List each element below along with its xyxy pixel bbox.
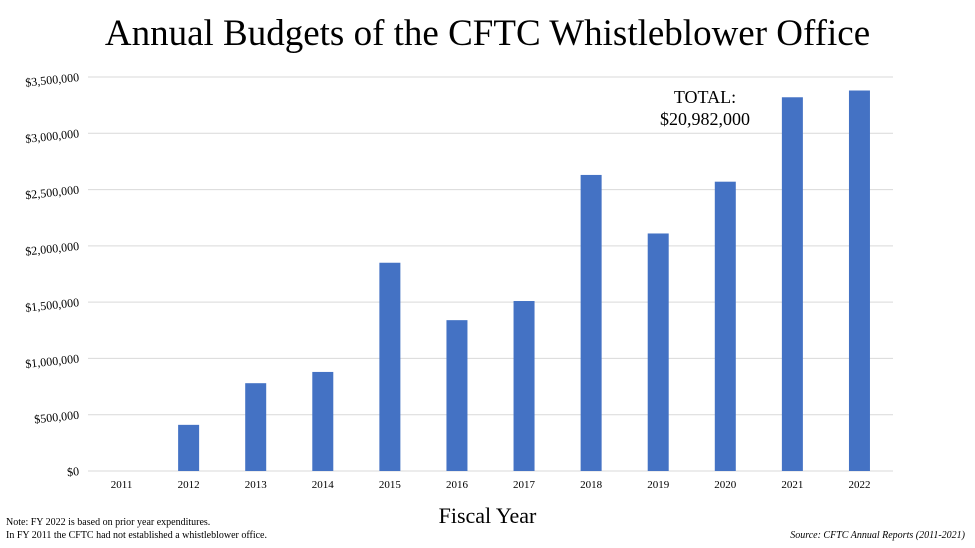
y-tick-label: $3,000,000 xyxy=(25,126,80,146)
y-tick-label: $1,500,000 xyxy=(25,295,80,315)
x-tick-label-2020: 2020 xyxy=(714,479,737,491)
chart-title: Annual Budgets of the CFTC Whistleblower… xyxy=(104,13,871,54)
y-axis-tick-labels: $0 $500,000 $1,000,000 $1,500,000 $2,000,000… xyxy=(25,70,80,479)
bar-2014 xyxy=(312,371,334,471)
x-tick-label-2015: 2015 xyxy=(379,479,402,491)
y-tick-label: $2,500,000 xyxy=(25,183,80,203)
y-tick-label: $500,000 xyxy=(34,408,80,427)
x-tick-label-2022: 2022 xyxy=(848,479,870,491)
bar-2012 xyxy=(178,424,200,471)
bar-2016 xyxy=(446,320,468,471)
x-tick-label-2013: 2013 xyxy=(245,479,268,491)
total-annotation-label: TOTAL: xyxy=(673,87,737,107)
bar-2018 xyxy=(580,174,602,472)
x-axis-tick-labels: 2011 2012 2013 2014 2015 2016 2017 2018 2019 2020… xyxy=(111,479,871,491)
bar-2020 xyxy=(714,181,736,472)
bar-2013 xyxy=(245,383,267,471)
bar-2021 xyxy=(781,97,803,472)
total-annotation: TOTAL: $20,982,000 xyxy=(635,86,775,130)
source-note: Source: CFTC Annual Reports (2011-2021) xyxy=(790,530,965,541)
gridlines xyxy=(88,76,893,472)
x-axis-title: Fiscal Year xyxy=(438,503,537,528)
x-tick-label-2011: 2011 xyxy=(111,479,133,491)
x-tick-label-2021: 2021 xyxy=(781,479,803,491)
x-tick-label-2019: 2019 xyxy=(647,479,670,491)
x-tick-label-2014: 2014 xyxy=(312,479,335,491)
y-tick-label: $0 xyxy=(66,464,79,479)
y-tick-label: $2,000,000 xyxy=(25,239,80,259)
x-tick-label-2017: 2017 xyxy=(513,479,536,491)
bar-2022 xyxy=(848,90,870,471)
footnote-line-2: In FY 2011 the CFTC had not established … xyxy=(6,530,267,541)
footnote-line-1: Note: FY 2022 is based on prior year exp… xyxy=(6,517,211,528)
x-tick-label-2012: 2012 xyxy=(178,479,200,491)
y-tick-label: $1,000,000 xyxy=(25,351,80,371)
bars xyxy=(178,90,870,472)
bar-2017 xyxy=(513,301,535,471)
y-tick-label: $3,500,000 xyxy=(25,70,80,90)
total-annotation-value: $20,982,000 xyxy=(660,109,750,129)
x-tick-label-2018: 2018 xyxy=(580,479,603,491)
x-tick-label-2016: 2016 xyxy=(446,479,469,491)
footnote: Note: FY 2022 is based on prior year exp… xyxy=(6,516,267,542)
bar-2015 xyxy=(379,262,401,471)
bar-2019 xyxy=(647,233,669,471)
